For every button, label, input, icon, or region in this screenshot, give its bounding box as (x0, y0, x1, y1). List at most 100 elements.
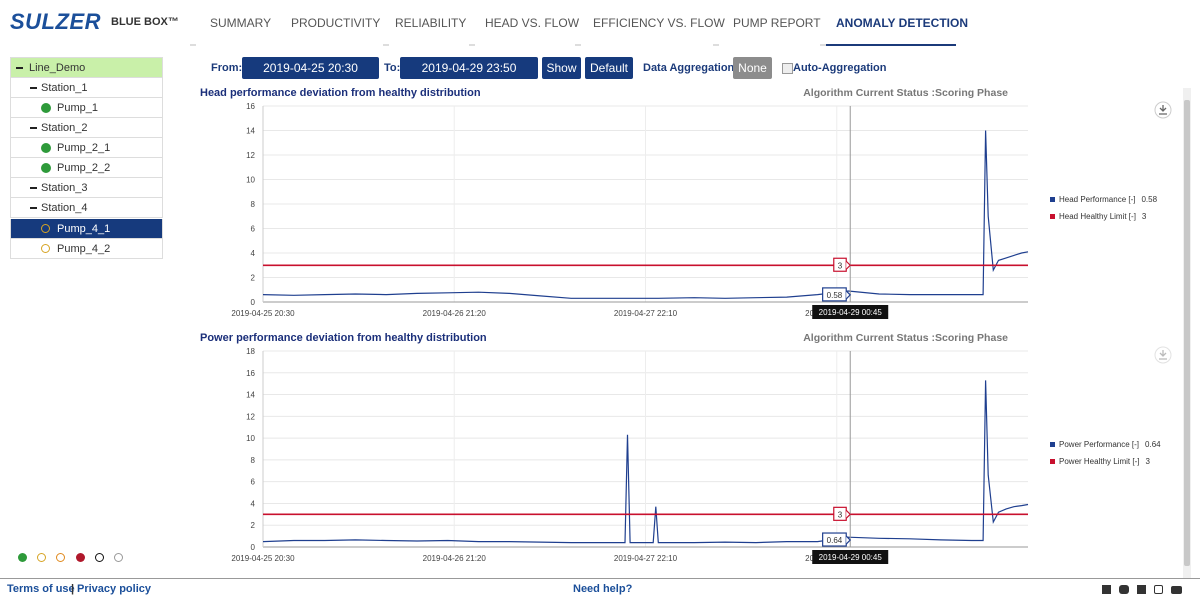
from-input[interactable]: 2019-04-25 20:30 (242, 57, 379, 79)
value-flag: 3 (833, 506, 852, 521)
value-flag-box (833, 506, 847, 521)
legend-label: Power Healthy Limit [-] (1059, 457, 1139, 466)
y-tick-label: 16 (246, 369, 255, 378)
tooltip-box (812, 305, 889, 319)
nav-item[interactable]: EFFICIENCY VS. FLOW (593, 16, 725, 30)
nav-item[interactable]: SUMMARY (210, 16, 272, 30)
product-name: BLUE BOX™ (111, 16, 179, 28)
value-flag: 0.58 (822, 287, 852, 302)
status-alert-icon[interactable] (56, 553, 65, 562)
collapse-icon[interactable] (30, 127, 37, 129)
x-tick-label: 2019-04-26 21:20 (423, 554, 487, 563)
tree-item[interactable]: Station_3 (10, 178, 163, 198)
value-flag-label: 3 (838, 261, 843, 270)
tree-item[interactable]: Line_Demo (10, 57, 163, 78)
download-icon (1159, 105, 1167, 115)
value-flag-arrow (845, 509, 852, 519)
aggregation-label: Data Aggregation: (643, 62, 738, 74)
nav-item-active[interactable]: ANOMALY DETECTION (836, 16, 969, 30)
tree-label: Station_4 (41, 202, 88, 214)
scrollbar-thumb[interactable] (1184, 100, 1190, 566)
tree-label: Pump_4_2 (57, 243, 111, 255)
x-tick-label: 2019-04-25 20:30 (231, 554, 295, 563)
default-button[interactable]: Default (585, 57, 633, 79)
to-input[interactable]: 2019-04-29 23:50 (400, 57, 538, 79)
tree-label: Line_Demo (29, 62, 86, 74)
checkbox-label[interactable]: Auto-Aggregation (793, 62, 887, 74)
value-flag: 0.64 (822, 532, 852, 547)
nav-item[interactable]: PRODUCTIVITY (291, 16, 381, 30)
tree-item[interactable]: Station_1 (10, 78, 163, 98)
value-flag-arrow (845, 290, 852, 300)
y-tick-label: 14 (246, 127, 255, 136)
x-tick-label: 2019-04-27 22:10 (614, 554, 678, 563)
legend-value: 0.64 (1145, 440, 1161, 449)
nav-separator (469, 44, 475, 46)
series-line (262, 130, 1029, 299)
value-flag-label: 0.64 (827, 536, 843, 545)
tree-item[interactable]: Pump_2_2 (10, 158, 163, 178)
y-tick-label: 8 (251, 200, 256, 209)
y-tick-label: 0 (251, 543, 256, 552)
nav-separator (713, 44, 719, 46)
collapse-icon[interactable] (30, 87, 37, 89)
y-tick-label: 12 (246, 412, 255, 421)
twitter-icon[interactable] (1119, 585, 1129, 594)
status-ok-icon[interactable] (18, 553, 27, 562)
tree-item[interactable]: Station_2 (10, 118, 163, 138)
nav-item[interactable]: PUMP REPORT (733, 16, 821, 30)
status-error-icon[interactable] (76, 553, 85, 562)
youtube-icon[interactable] (1171, 586, 1182, 594)
terms-link[interactable]: Terms of use (7, 583, 75, 595)
nav-separator (190, 44, 196, 46)
y-tick-label: 4 (251, 249, 256, 258)
tree-item-selected[interactable]: Pump_4_1 (10, 219, 163, 239)
status-ok-icon (41, 163, 51, 173)
instagram-icon[interactable] (1154, 585, 1163, 594)
tree-item[interactable]: Station_4 (10, 198, 163, 218)
legend-swatch (1050, 459, 1055, 464)
show-button[interactable]: Show (542, 57, 581, 79)
download-button[interactable] (1154, 101, 1172, 119)
tree-item[interactable]: Pump_1 (10, 98, 163, 118)
nav-item[interactable]: HEAD VS. FLOW (485, 16, 580, 30)
y-tick-label: 8 (251, 456, 256, 465)
tree-label: Station_1 (41, 82, 88, 94)
value-flag-arrow (845, 535, 852, 545)
value-flag-arrow (845, 260, 852, 270)
logo[interactable]: SULZER (10, 9, 101, 34)
facebook-icon[interactable] (1137, 585, 1146, 594)
value-flag-box (822, 287, 847, 302)
y-tick-label: 10 (246, 176, 255, 185)
linkedin-icon[interactable] (1102, 585, 1111, 594)
collapse-icon[interactable] (30, 187, 37, 189)
tree-item[interactable]: Pump_4_2 (10, 239, 163, 259)
x-tick-label: 2019-04-25 20:30 (231, 309, 295, 318)
scrollbar-track[interactable] (1183, 88, 1191, 578)
checkbox[interactable] (782, 63, 793, 74)
y-tick-label: 16 (246, 102, 255, 111)
series-line (262, 380, 1029, 544)
privacy-link[interactable]: Privacy policy (77, 583, 151, 595)
chart-title: Power performance deviation from healthy… (200, 332, 487, 344)
status-warning-icon[interactable] (37, 553, 46, 562)
x-tick-label: 2019-04-28 23:00 (805, 554, 869, 563)
tree-label: Pump_2_2 (57, 162, 111, 174)
footer-separator: | (71, 583, 75, 595)
status-disabled-icon[interactable] (114, 553, 123, 562)
help-link[interactable]: Need help? (573, 583, 633, 595)
tree-item[interactable]: Pump_2_1 (10, 138, 163, 158)
tooltip-label: 2019-04-29 00:45 (819, 308, 883, 317)
download-button[interactable] (1154, 346, 1172, 364)
status-warning-icon (41, 224, 50, 233)
collapse-icon[interactable] (16, 67, 23, 69)
legend-swatch (1050, 442, 1055, 447)
nav-item[interactable]: RELIABILITY (395, 16, 467, 30)
aggregation-button[interactable]: None (733, 57, 772, 79)
status-ok-icon (41, 103, 51, 113)
status-offline-icon[interactable] (95, 553, 104, 562)
collapse-icon[interactable] (30, 207, 37, 209)
legend-swatch (1050, 214, 1055, 219)
nav-separator (383, 44, 389, 46)
